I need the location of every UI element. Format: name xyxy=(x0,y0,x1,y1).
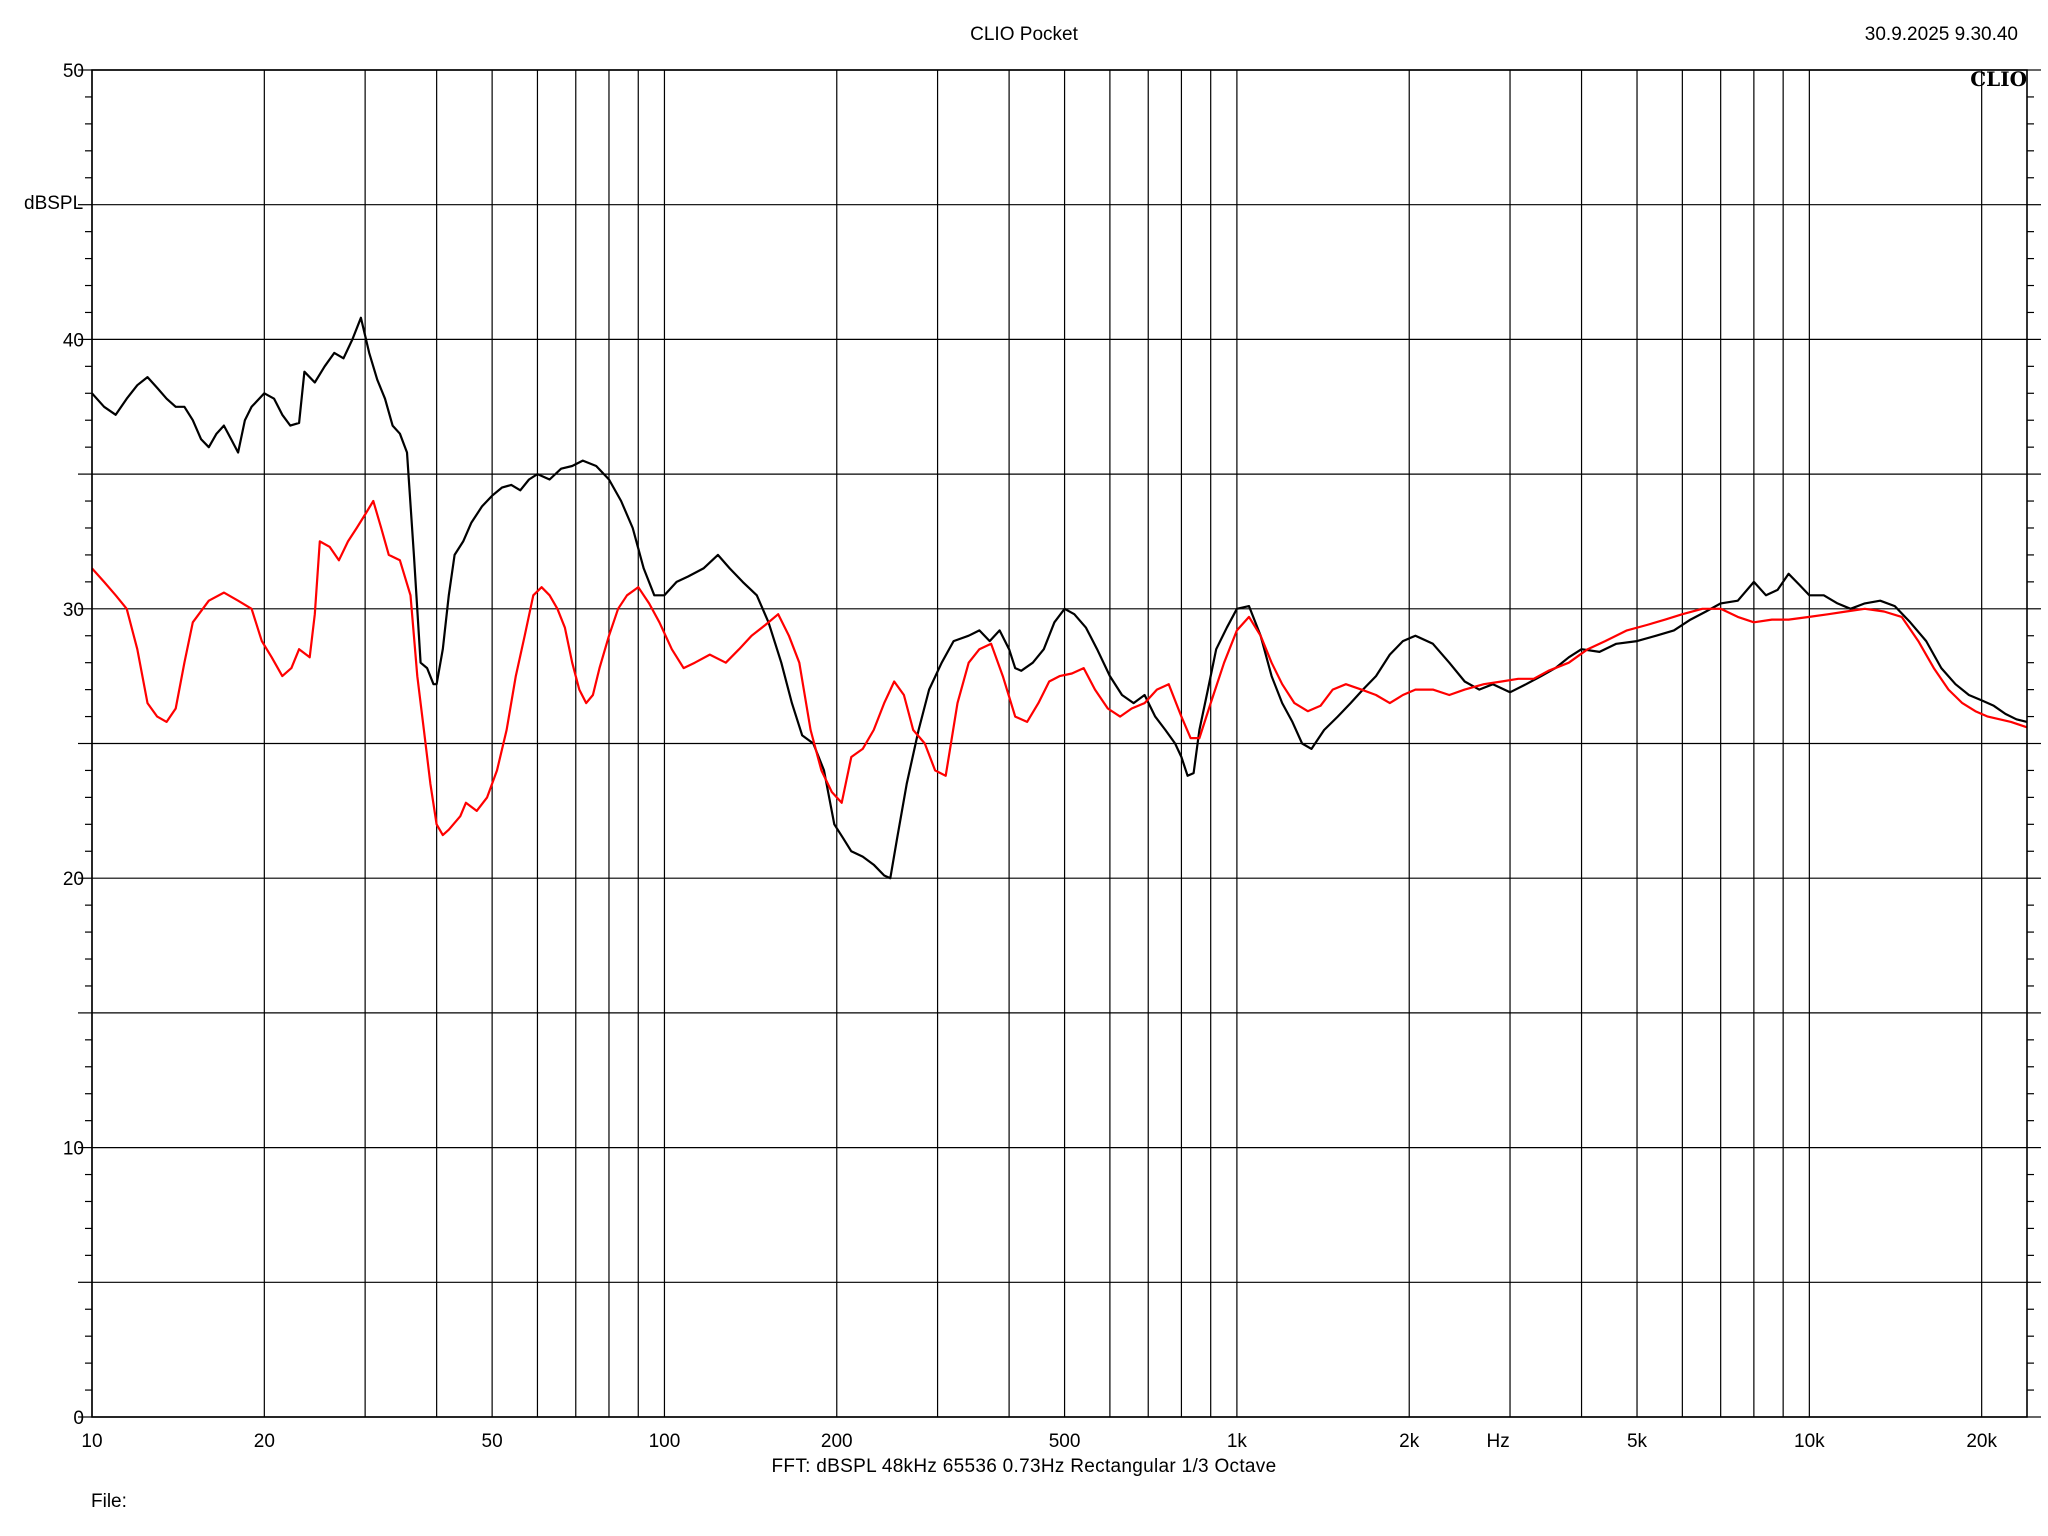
series-layer xyxy=(91,316,2028,880)
y-tick-label: 0 xyxy=(73,1408,84,1429)
x-tick-label: 200 xyxy=(821,1431,853,1452)
x-tick-label: 2k xyxy=(1399,1431,1420,1452)
x-tick-label: 10k xyxy=(1794,1431,1825,1452)
x-tick-label: 500 xyxy=(1049,1431,1081,1452)
y-tick-label: 10 xyxy=(63,1139,84,1160)
series-line-red xyxy=(91,499,2028,837)
grid-layer xyxy=(91,69,2027,1418)
x-tick-label: 20k xyxy=(1966,1431,1997,1452)
fft-settings-info: FFT: dBSPL 48kHz 65536 0.73Hz Rectangula… xyxy=(771,1456,1277,1477)
x-tick-label: 100 xyxy=(649,1431,681,1452)
x-tick-label: 5k xyxy=(1627,1431,1648,1452)
timestamp: 30.9.2025 9.30.40 xyxy=(1864,24,2018,45)
plot-frame xyxy=(91,69,2028,1418)
x-tick-label: 1k xyxy=(1227,1431,1248,1452)
x-tick-label: 10 xyxy=(81,1431,102,1452)
file-label: File: xyxy=(91,1491,127,1512)
frame-layer xyxy=(91,69,2028,1418)
x-tick-label: 50 xyxy=(482,1431,503,1452)
series-line-black xyxy=(91,316,2028,880)
app-title: CLIO Pocket xyxy=(970,24,1078,45)
y-tick-label: 50 xyxy=(63,61,84,82)
y-tick-label: 30 xyxy=(63,600,84,621)
y-tick-label: 20 xyxy=(63,869,84,890)
x-axis-unit-label: Hz xyxy=(1487,1431,1510,1452)
y-tick-label: 40 xyxy=(63,330,84,351)
clio-logo: CLIO xyxy=(1970,67,2027,91)
x-tick-label: 20 xyxy=(254,1431,275,1452)
y-axis-unit-label: dBSPL xyxy=(24,193,84,214)
